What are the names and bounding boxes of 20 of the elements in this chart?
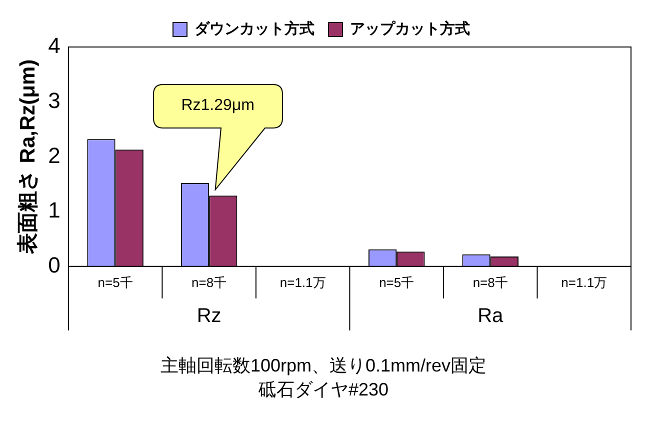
legend-label: ダウンカット方式 xyxy=(194,20,314,38)
y-tick-label: 0 xyxy=(48,252,60,278)
y-tick-label: 4 xyxy=(48,33,60,58)
x-tick-label: n=1.1万 xyxy=(561,274,608,290)
annotation: Rz1.29μm xyxy=(180,96,256,116)
text: 砥石ダイヤ#230 xyxy=(257,379,389,400)
y-tick-label: 3 xyxy=(48,88,60,113)
y-axis-title: 表面粗さ Ra,Rz(μm) xyxy=(16,59,40,256)
legend-label: アップカット方式 xyxy=(350,20,470,38)
x-tick-label: n=5千 xyxy=(379,274,414,290)
y-tick-label: 2 xyxy=(48,142,60,168)
x-tick-label: n=8千 xyxy=(472,274,508,290)
text: 主軸回転数100rpm、送り0.1mm/rev固定 xyxy=(160,355,487,376)
speech-bubble: Rz1.29μm xyxy=(152,84,283,190)
x-tick-label: n=5千 xyxy=(98,274,133,290)
text: Ra xyxy=(478,304,504,327)
x-tick-label: n=1.1万 xyxy=(280,274,326,290)
x-tick-label: n=8千 xyxy=(192,274,227,290)
y-tick-label: 1 xyxy=(48,198,60,223)
text: Rz xyxy=(196,304,222,327)
